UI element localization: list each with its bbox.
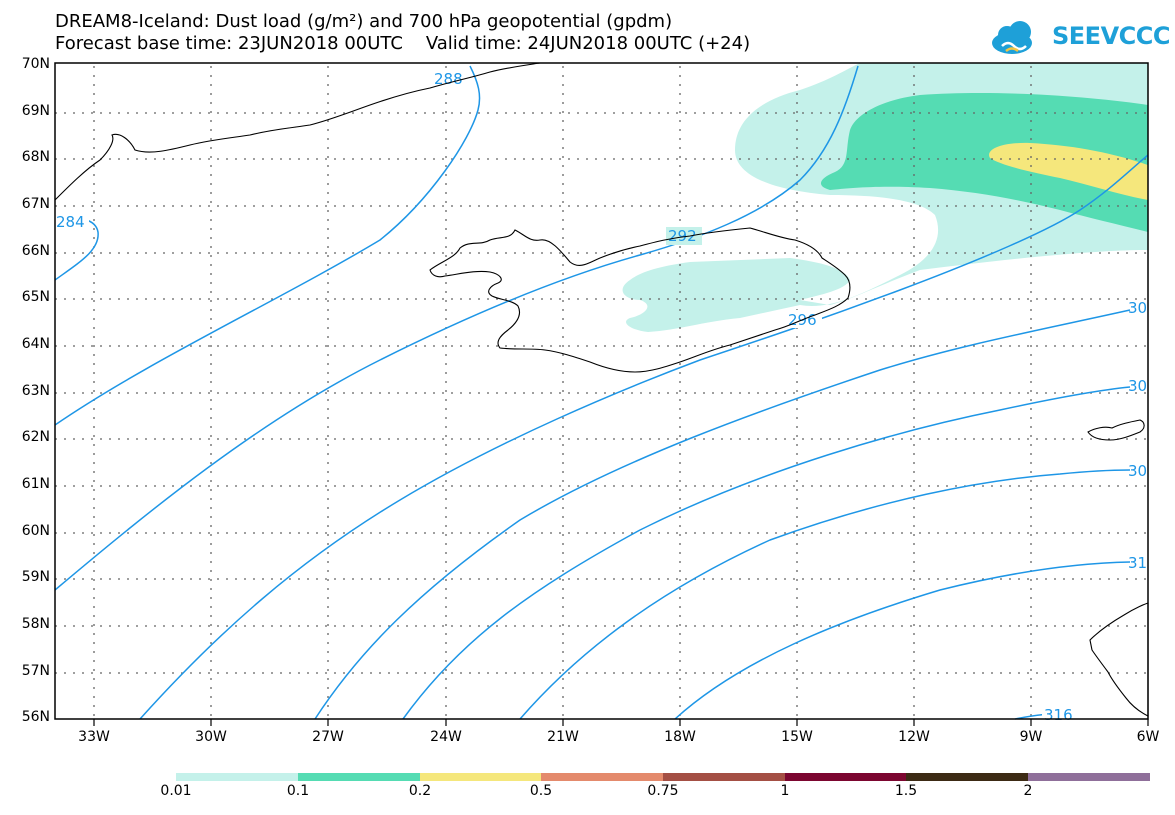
contour-label: 30 <box>1128 377 1147 395</box>
lat-label: 60N <box>21 523 50 539</box>
colorbar-label: 0.5 <box>529 783 553 799</box>
lon-label: 27W <box>312 729 344 745</box>
lon-label: 21W <box>547 729 579 745</box>
contour-296 <box>139 154 1149 720</box>
lon-label: 24W <box>430 729 462 745</box>
colorbar-label: 0.1 <box>286 783 310 799</box>
seevccc-logo <box>992 21 1032 54</box>
lon-label: 30W <box>195 729 227 745</box>
title-line-2: Forecast base time: 23JUN2018 00UTC Vali… <box>55 33 751 54</box>
contour-304 <box>402 386 1131 720</box>
colorbar-label: 1.5 <box>894 783 918 799</box>
lat-label: 70N <box>21 56 50 72</box>
lon-label: 9W <box>1019 729 1043 745</box>
lat-label: 66N <box>21 243 50 259</box>
cloud-icon <box>992 21 1032 54</box>
contour-label: 316 <box>1044 706 1073 724</box>
greenland-coast <box>54 62 541 201</box>
scotland-coast <box>1089 602 1149 717</box>
colorbar-swatch <box>420 773 541 781</box>
coastlines <box>54 62 1149 717</box>
colorbar-label: 2 <box>1023 783 1033 799</box>
contour-308 <box>519 469 1131 720</box>
contour-label: 288 <box>434 70 463 88</box>
colorbar-label: 0.2 <box>408 783 432 799</box>
dust-area-0.1 <box>820 93 1148 232</box>
colorbar-swatch <box>176 773 298 781</box>
faroe-coast <box>1087 419 1145 441</box>
contour-292 <box>54 65 859 591</box>
tick-marks <box>93 719 1149 726</box>
colorbar-swatch <box>1028 773 1150 781</box>
colorbar-swatch <box>663 773 785 781</box>
title-line-1: DREAM8-Iceland: Dust load (g/m²) and 700… <box>55 11 673 32</box>
lon-label: 18W <box>664 729 696 745</box>
colorbar-swatch <box>298 773 420 781</box>
geopotential-contours <box>54 65 1149 720</box>
lat-label: 62N <box>21 429 50 445</box>
contour-label: 292 <box>668 227 697 245</box>
contour-312 <box>674 561 1131 720</box>
lat-label: 67N <box>21 196 50 212</box>
contour-label: 31 <box>1128 554 1147 572</box>
colorbar-label: 0.75 <box>647 783 679 799</box>
lat-label: 64N <box>21 336 50 352</box>
contour-label: 30 <box>1128 299 1147 317</box>
contour-288 <box>54 65 481 426</box>
contour-label: 30 <box>1128 462 1147 480</box>
lat-label: 63N <box>21 383 50 399</box>
colorbar-swatch <box>906 773 1028 781</box>
colorbar-label: 1 <box>780 783 790 799</box>
colorbar-label: 0.01 <box>160 783 192 799</box>
logo-text: SEEVCCC <box>1052 22 1171 50</box>
lon-label: 33W <box>78 729 110 745</box>
lat-label: 65N <box>21 289 50 305</box>
colorbar-swatch <box>541 773 663 781</box>
lat-label: 58N <box>21 616 50 632</box>
dust-area-0.2 <box>989 142 1148 200</box>
lat-label: 56N <box>21 709 50 725</box>
map-frame <box>54 62 1149 720</box>
colorbar-swatch <box>785 773 906 781</box>
lat-label: 61N <box>21 476 50 492</box>
lat-label: 69N <box>21 103 50 119</box>
lat-label: 57N <box>21 663 50 679</box>
contour-300 <box>314 309 1131 720</box>
dust-shading <box>622 63 1148 332</box>
lat-label: 68N <box>21 149 50 165</box>
lon-label: 6W <box>1136 729 1160 745</box>
lon-label: 12W <box>898 729 930 745</box>
lat-label: 59N <box>21 569 50 585</box>
iceland-coast <box>429 227 851 373</box>
contour-labels: 284 288 292 296 30 30 30 31 316 <box>53 70 1147 724</box>
colorbar <box>176 773 1150 781</box>
lon-label: 15W <box>781 729 813 745</box>
contour-label: 284 <box>56 213 85 231</box>
